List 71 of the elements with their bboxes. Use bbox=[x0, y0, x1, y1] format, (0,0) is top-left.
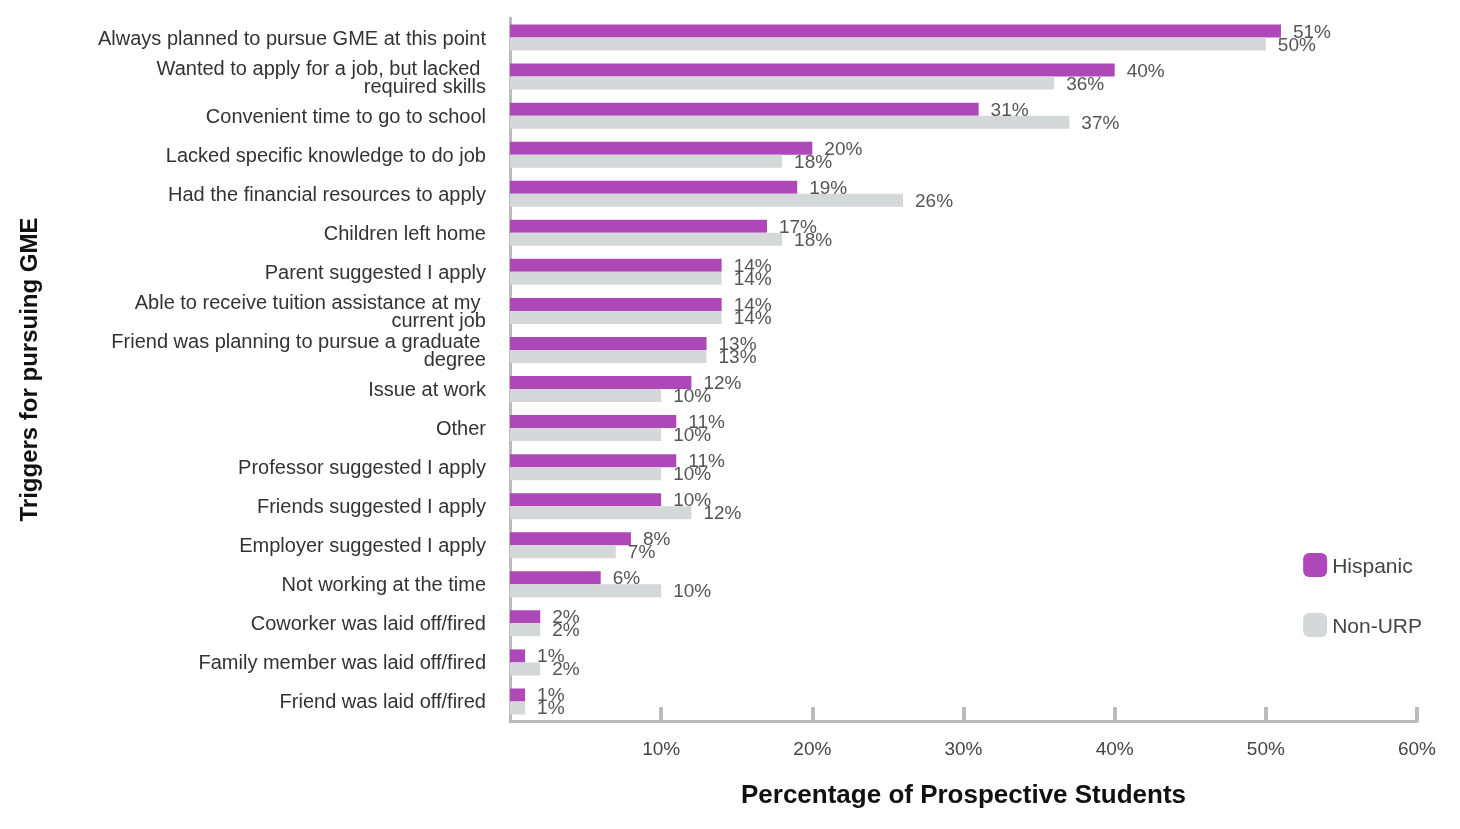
y-tick-label: Other bbox=[435, 417, 487, 440]
bar bbox=[510, 454, 677, 468]
data-label: 26% bbox=[915, 189, 954, 211]
data-label: 31% bbox=[990, 98, 1029, 120]
bar bbox=[510, 297, 722, 311]
legend-label: Non-URP bbox=[1332, 613, 1422, 637]
legend-label: Hispanic bbox=[1332, 553, 1413, 577]
bar bbox=[510, 506, 692, 520]
bar bbox=[510, 37, 1266, 51]
bar bbox=[510, 649, 526, 663]
bar bbox=[510, 701, 526, 715]
y-tick-label: Always planned to pursue GME at this point bbox=[98, 26, 487, 49]
y-tick-label: Had the financial resources to apply bbox=[168, 182, 486, 205]
bar bbox=[510, 571, 601, 585]
y-tick-label: Professor suggested I apply bbox=[238, 456, 486, 479]
x-tick-label: 50% bbox=[1246, 738, 1285, 759]
bar bbox=[510, 389, 662, 403]
bar bbox=[510, 102, 979, 116]
bar bbox=[510, 545, 616, 559]
bar bbox=[510, 141, 813, 155]
data-label: 40% bbox=[1126, 59, 1165, 81]
y-tick-label: Issue at work bbox=[368, 378, 487, 401]
x-tick-label: 10% bbox=[642, 738, 681, 759]
bar bbox=[510, 219, 767, 233]
y-axis-title: Triggers for pursuing GME bbox=[14, 217, 42, 522]
bar bbox=[510, 76, 1055, 90]
x-tick-label: 30% bbox=[944, 738, 983, 759]
x-axis-title: Percentage of Prospective Students bbox=[740, 779, 1187, 809]
bar bbox=[510, 258, 722, 272]
y-tick-label: Coworker was laid off/fired bbox=[250, 612, 486, 635]
bar bbox=[510, 180, 798, 194]
bar bbox=[510, 154, 783, 168]
bar bbox=[510, 24, 1281, 38]
y-tick-label: Children left home bbox=[323, 221, 486, 244]
data-label: 6% bbox=[612, 567, 641, 589]
y-tick-label: Able to receive tuition assistance at my current job bbox=[134, 290, 486, 331]
bar bbox=[510, 623, 541, 637]
x-tick-label: 40% bbox=[1095, 738, 1134, 759]
bar bbox=[510, 310, 722, 324]
y-tick-label: Not working at the time bbox=[281, 573, 486, 596]
x-tick-label: 60% bbox=[1397, 738, 1437, 759]
y-tick-label: Friends suggested I apply bbox=[256, 495, 486, 518]
bar bbox=[510, 63, 1115, 77]
bar bbox=[510, 532, 631, 546]
x-tick-label: 20% bbox=[793, 738, 832, 759]
y-tick-label: Convenient time to go to school bbox=[205, 104, 486, 127]
y-tick-label: Parent suggested I apply bbox=[264, 260, 486, 283]
bar bbox=[510, 232, 783, 246]
y-tick-label: Employer suggested I apply bbox=[239, 534, 486, 557]
bar bbox=[510, 688, 526, 702]
bar bbox=[510, 584, 662, 598]
bar bbox=[510, 376, 692, 390]
y-tick-label: Family member was laid off/fired bbox=[198, 651, 486, 674]
data-label: 10% bbox=[673, 580, 712, 602]
bar bbox=[510, 115, 1070, 129]
bar bbox=[510, 467, 662, 481]
bar bbox=[510, 662, 541, 676]
data-label: 37% bbox=[1081, 111, 1120, 133]
y-tick-label: Wanted to apply for a job, but lacked required skills bbox=[156, 56, 486, 97]
bar bbox=[510, 349, 707, 363]
bar bbox=[510, 610, 541, 624]
bar bbox=[510, 271, 722, 285]
data-label: 36% bbox=[1066, 72, 1105, 94]
bar bbox=[510, 336, 707, 350]
bar bbox=[510, 415, 677, 429]
bar bbox=[510, 493, 662, 507]
y-tick-label: Lacked specific knowledge to do job bbox=[165, 143, 486, 166]
bar bbox=[510, 193, 904, 207]
y-tick-label: Friend was laid off/fired bbox=[279, 690, 486, 713]
bar bbox=[510, 428, 662, 442]
data-label: 19% bbox=[809, 176, 848, 198]
